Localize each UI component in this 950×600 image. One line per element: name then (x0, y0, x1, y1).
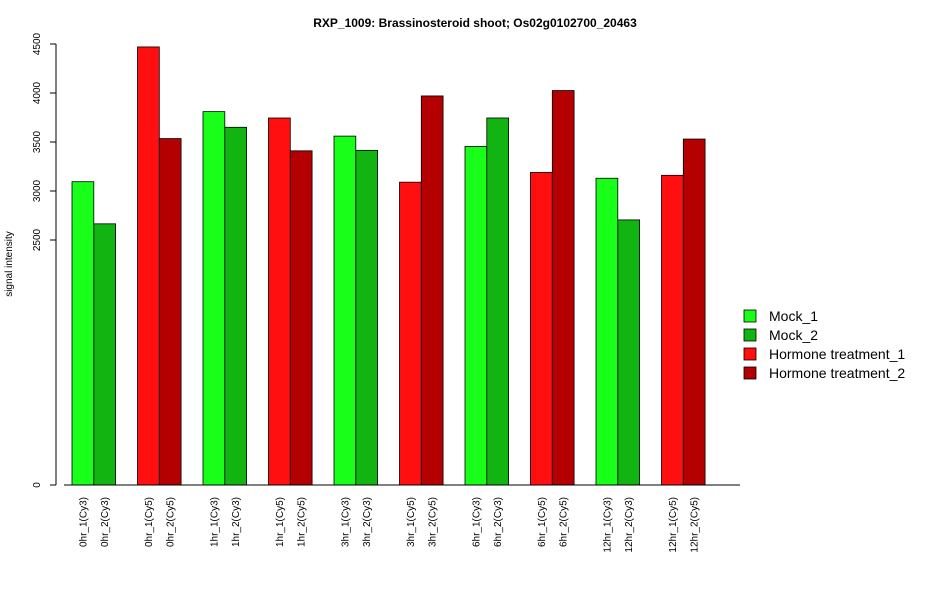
y-tick-label: 3000 (32, 179, 43, 202)
x-tick-label: 3hr_1(Cy5) (406, 497, 417, 547)
y-axis: 0 2500 3000 3500 4000 4500 (32, 32, 57, 488)
bar (464, 146, 488, 486)
bar (355, 149, 378, 486)
legend: Mock_1 Mock_2 Hormone treatment_1 Hormone t… (743, 308, 905, 381)
y-axis-label: signal intensity (4, 231, 15, 297)
y-tick-label: 4500 (32, 32, 43, 55)
bar (617, 219, 640, 486)
bar (530, 171, 553, 486)
bar (71, 181, 95, 486)
legend-label: Mock_2 (769, 327, 818, 343)
x-tick-label: 6hr_2(Cy5) (559, 497, 570, 547)
bar (158, 138, 182, 486)
y-tick-label: 3500 (32, 130, 43, 153)
bar (661, 174, 684, 486)
x-tick-label: 12hr_1(Cy3) (602, 497, 613, 553)
bar (551, 90, 575, 486)
legend-swatch (743, 366, 757, 380)
bar (595, 177, 619, 486)
bar (420, 95, 444, 486)
x-tick-label: 0hr_2(Cy5) (166, 497, 177, 547)
bar (682, 138, 706, 486)
x-tick-label: 3hr_2(Cy5) (428, 497, 439, 547)
x-tick-label: 0hr_1(Cy5) (144, 497, 155, 547)
x-tick-label: 6hr_1(Cy5) (537, 497, 548, 547)
legend-label: Mock_1 (769, 308, 818, 324)
bar (137, 46, 160, 486)
bar (289, 150, 313, 486)
x-tick-label: 1hr_2(Cy3) (231, 497, 242, 547)
x-tick-label: 12hr_2(Cy5) (690, 497, 701, 553)
chart-title: RXP_1009: Brassinosteroid shoot; Os02g01… (313, 16, 637, 30)
x-tick-label: 12hr_1(Cy5) (668, 497, 679, 553)
x-tick-label: 12hr_2(Cy3) (624, 497, 635, 553)
bar (399, 181, 422, 486)
plot-area (64, 46, 740, 486)
y-tick-label: 4000 (32, 81, 43, 104)
x-tick-label: 0hr_2(Cy3) (100, 497, 111, 547)
bar (202, 111, 226, 486)
x-tick-label: 1hr_2(Cy5) (297, 497, 308, 547)
x-tick-label: 0hr_1(Cy3) (78, 497, 89, 547)
x-tick-label: 6hr_1(Cy3) (471, 497, 482, 547)
x-tick-label: 3hr_1(Cy3) (340, 497, 351, 547)
bar (268, 117, 291, 486)
bar (333, 135, 357, 486)
legend-swatch (743, 347, 757, 361)
bar (93, 223, 117, 486)
x-tick-label: 1hr_1(Cy5) (275, 497, 286, 547)
legend-swatch (743, 309, 757, 323)
x-tick-label: 1hr_1(Cy3) (209, 497, 220, 547)
bar (224, 126, 248, 486)
legend-label: Hormone treatment_1 (769, 346, 905, 362)
y-tick-label: 2500 (32, 228, 43, 251)
x-tick-label: 6hr_2(Cy3) (493, 497, 504, 547)
y-tick-label: 0 (32, 482, 43, 488)
legend-swatch (743, 328, 757, 342)
legend-label: Hormone treatment_2 (769, 365, 905, 381)
x-tick-labels: 0hr_1(Cy3) 0hr_2(Cy3) 0hr_1(Cy5) 0hr_2(Cy5)… (78, 497, 700, 553)
x-tick-label: 3hr_2(Cy3) (362, 497, 373, 547)
bar (486, 117, 509, 486)
